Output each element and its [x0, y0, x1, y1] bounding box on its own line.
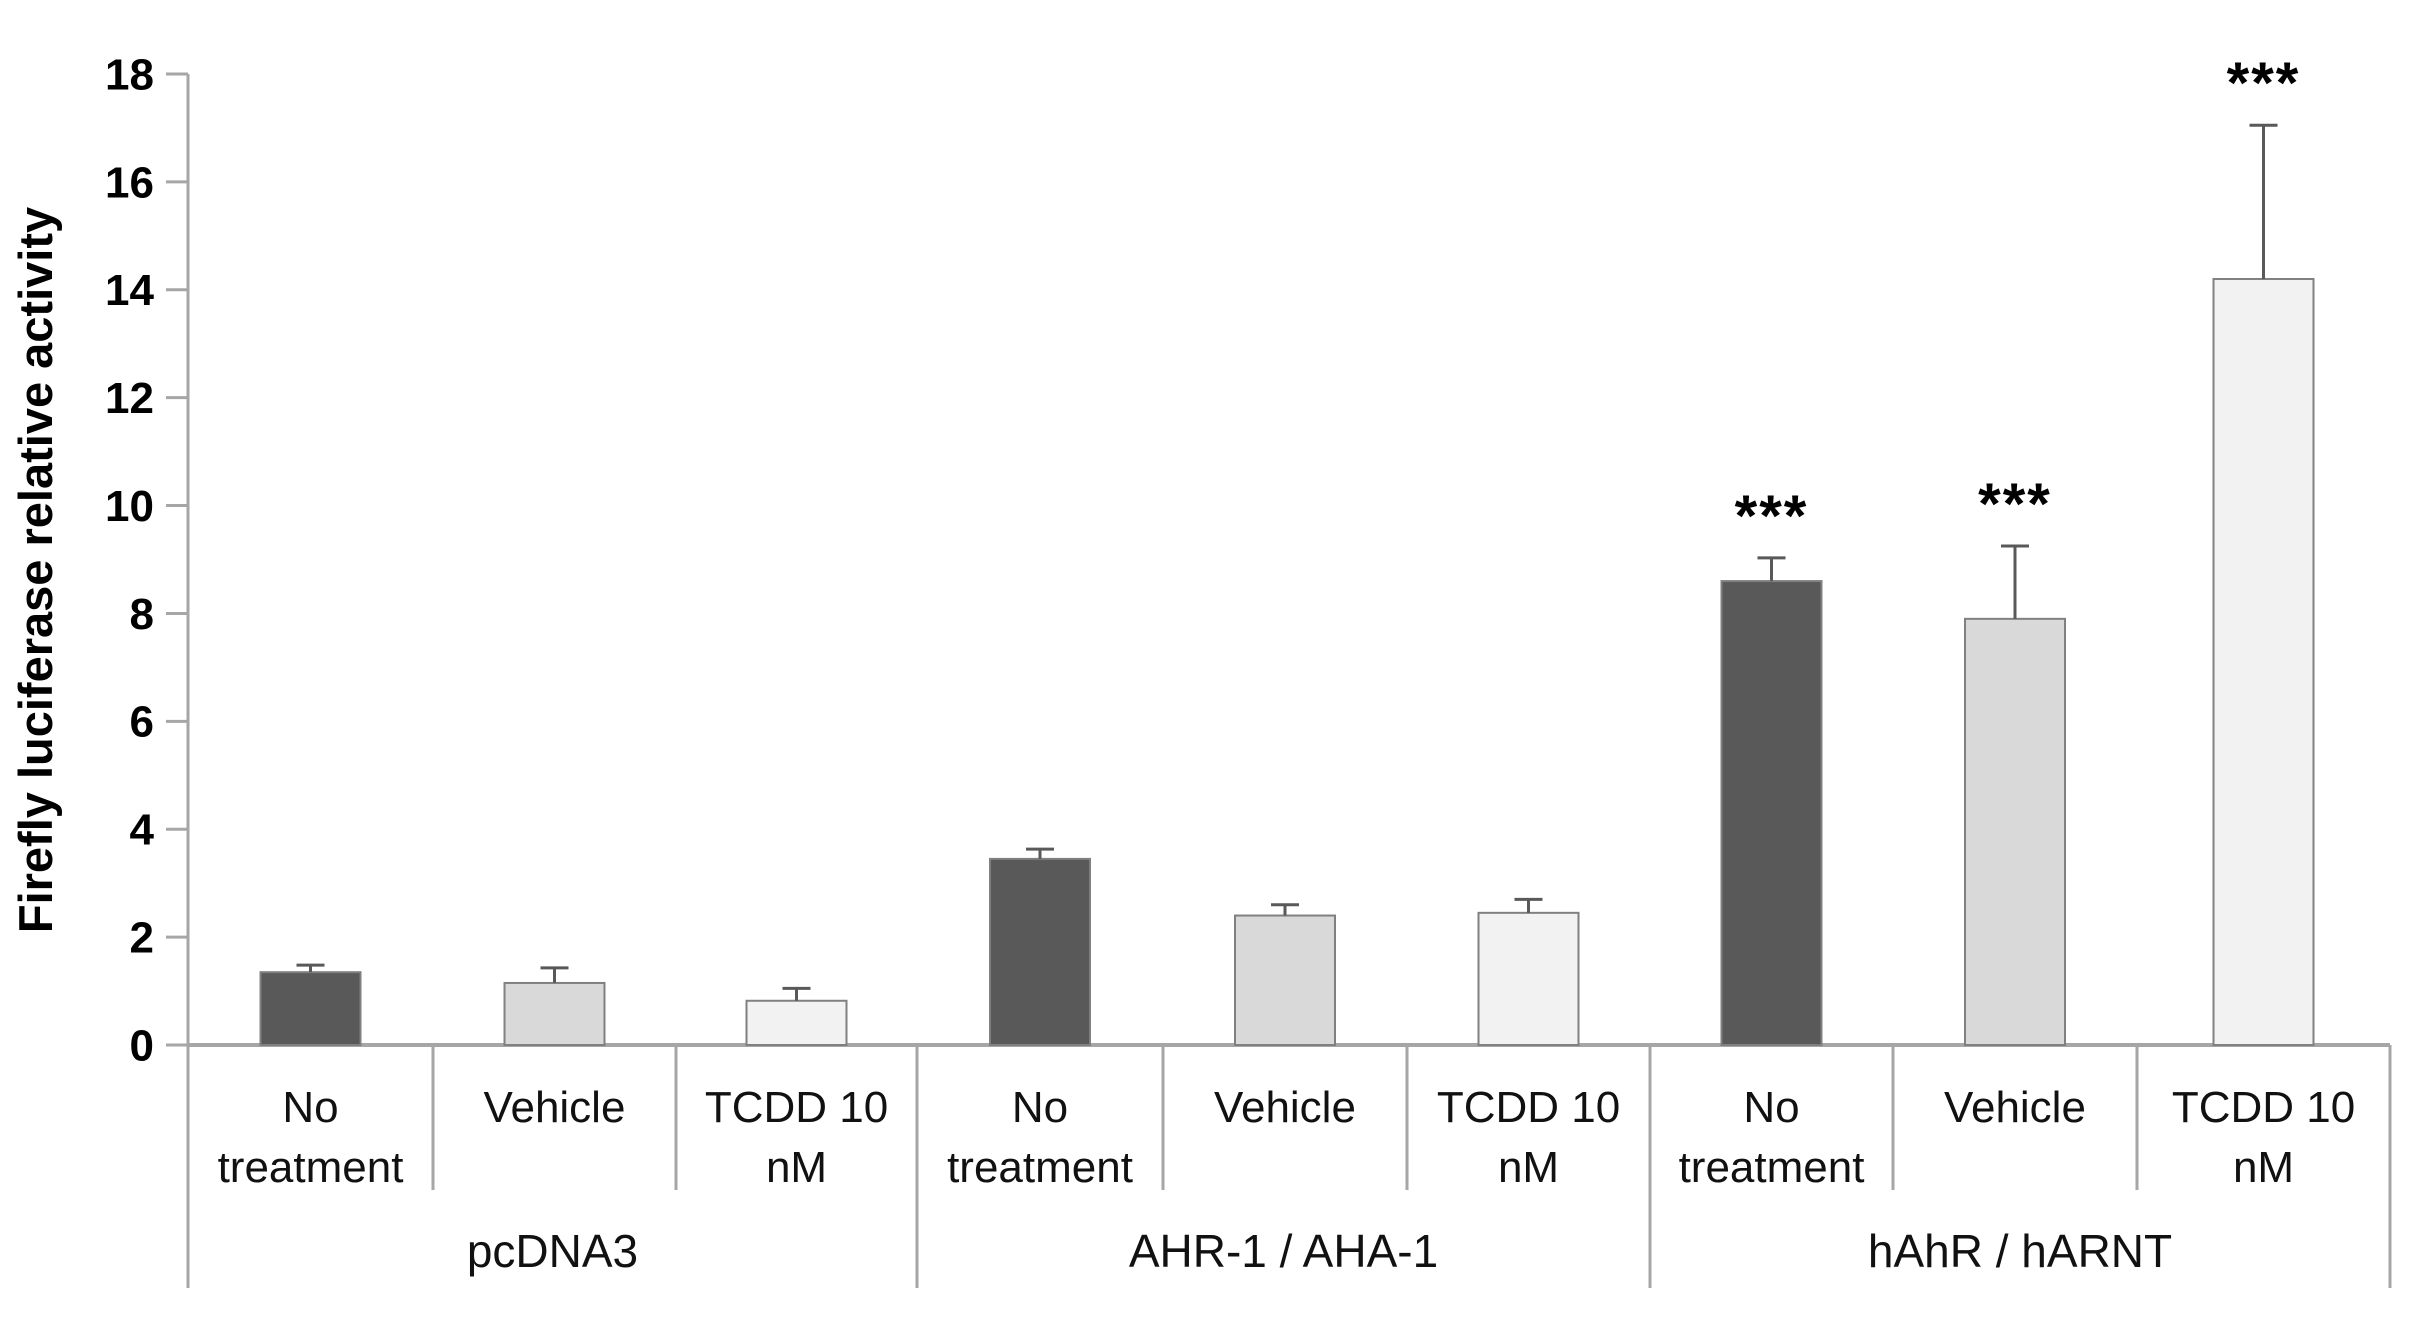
y-tick-label: 4: [130, 806, 155, 855]
y-tick-label: 16: [105, 158, 154, 207]
treatment-label: nM: [2233, 1143, 2294, 1192]
treatment-label: No: [1743, 1083, 1799, 1132]
significance-stars: ***: [1735, 484, 1809, 549]
bar: [989, 857, 1091, 1046]
treatment-label: TCDD 10: [1437, 1083, 1620, 1132]
y-tick-label: 14: [105, 266, 154, 315]
treatment-label: No: [282, 1083, 338, 1132]
treatment-label: treatment: [947, 1143, 1133, 1192]
bar: [2212, 277, 2315, 1046]
group-label: pcDNA3: [467, 1225, 638, 1277]
y-tick-label: 10: [105, 482, 154, 531]
bar: [1477, 911, 1580, 1047]
treatment-label: treatment: [1679, 1143, 1865, 1192]
treatment-label: Vehicle: [1214, 1083, 1356, 1132]
y-tick-label: 18: [105, 50, 154, 99]
y-axis-title: Firefly luciferase relative activity: [9, 207, 62, 933]
treatment-label: Vehicle: [484, 1083, 626, 1132]
bar: [1234, 914, 1336, 1046]
bar: [503, 981, 606, 1046]
bar: [1964, 617, 2066, 1046]
bar: [745, 999, 848, 1047]
group-label: hAhR / hARNT: [1868, 1225, 2172, 1277]
y-tick-label: 0: [130, 1021, 154, 1070]
treatment-label: nM: [1498, 1143, 1559, 1192]
group-label: AHR-1 / AHA-1: [1129, 1225, 1438, 1277]
treatment-label: treatment: [218, 1143, 404, 1192]
treatment-label: TCDD 10: [705, 1083, 888, 1132]
y-tick-label: 8: [130, 590, 154, 639]
treatment-label: TCDD 10: [2172, 1083, 2355, 1132]
significance-stars: ***: [1978, 472, 2052, 537]
bar: [1720, 580, 1823, 1046]
y-tick-label: 6: [130, 698, 154, 747]
treatment-label: Vehicle: [1944, 1083, 2086, 1132]
treatment-label: nM: [766, 1143, 827, 1192]
y-tick-label: 2: [130, 914, 154, 963]
treatment-label: No: [1012, 1083, 1068, 1132]
bar: [259, 971, 362, 1046]
y-tick-label: 12: [105, 374, 154, 423]
significance-stars: ***: [2227, 51, 2301, 116]
